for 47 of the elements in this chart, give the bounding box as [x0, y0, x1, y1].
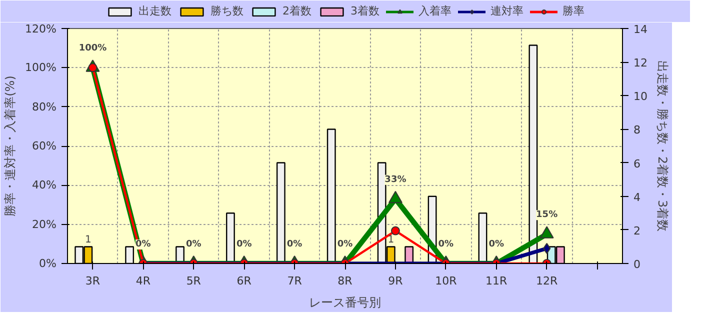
x-tick-label: 8R — [338, 274, 353, 288]
x-tick-label: 11R — [486, 274, 508, 288]
x-tick-label: 5R — [186, 274, 202, 288]
data-label: 1 — [388, 234, 394, 246]
legend-label: 2着数 — [282, 4, 312, 18]
y-tick-label: 80% — [32, 100, 57, 114]
y2-tick-label: 8 — [634, 124, 640, 137]
y2-tick-label: 10 — [634, 90, 648, 104]
legend-label: 連対率 — [490, 4, 524, 18]
x-axis-title: レース番号別 — [309, 296, 381, 310]
y-tick-label: 0% — [39, 257, 56, 270]
data-label: 0% — [438, 240, 454, 250]
data-label: 0% — [337, 240, 353, 250]
y-tick-label: 100% — [25, 61, 57, 74]
data-label: 0% — [286, 240, 302, 250]
y2-tick-label: 2 — [634, 224, 640, 238]
x-tick-label: 6R — [236, 274, 252, 288]
data-label: 0% — [136, 240, 151, 250]
data-label: 33% — [384, 174, 406, 185]
y-axis-title: 勝率・連対率・入着率(%) — [3, 76, 18, 216]
legend-label: 入着率 — [418, 4, 452, 18]
x-tick-label: 3R — [85, 274, 100, 288]
legend-label: 勝ち数 — [210, 4, 244, 18]
y2-tick-label: 14 — [634, 23, 648, 36]
y-tick-label: 40% — [32, 178, 57, 192]
y2-tick-label: 12 — [634, 56, 648, 70]
data-label: 0% — [236, 240, 252, 250]
data-label: 100% — [78, 44, 107, 54]
y-tick-label: 120% — [25, 22, 57, 36]
y2-axis-title: 出走数・勝ち数・2着数・3着数 — [655, 60, 670, 232]
x-tick-label: 4R — [136, 274, 151, 288]
y-tick-label: 60% — [32, 140, 57, 152]
y2-tick-label: 6 — [634, 157, 640, 170]
y2-tick-label: 4 — [634, 190, 640, 204]
x-tick-label: 7R — [287, 274, 302, 288]
y2-tick-label: 0 — [634, 258, 640, 271]
legend-label: 出走数 — [138, 4, 172, 18]
data-label: 0% — [186, 240, 202, 250]
data-label: 1 — [85, 234, 92, 246]
x-tick-label: 9R — [388, 274, 404, 288]
data-label: 15% — [536, 210, 558, 220]
x-tick-label: 12R — [536, 274, 558, 288]
x-tick-label: 10R — [435, 274, 458, 288]
data-label: 0% — [488, 240, 504, 250]
legend-label: 勝率 — [562, 4, 584, 18]
legend-label: 3着数 — [350, 4, 380, 18]
y-tick-label: 20% — [32, 218, 57, 231]
